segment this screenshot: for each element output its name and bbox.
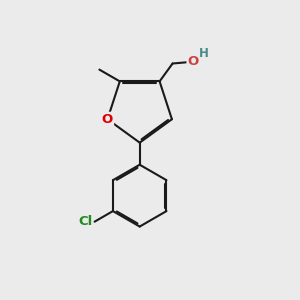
Text: H: H	[199, 47, 208, 60]
Text: O: O	[188, 55, 199, 68]
Text: Cl: Cl	[79, 215, 93, 228]
Text: O: O	[102, 113, 113, 126]
Text: methyl: methyl	[98, 67, 103, 68]
